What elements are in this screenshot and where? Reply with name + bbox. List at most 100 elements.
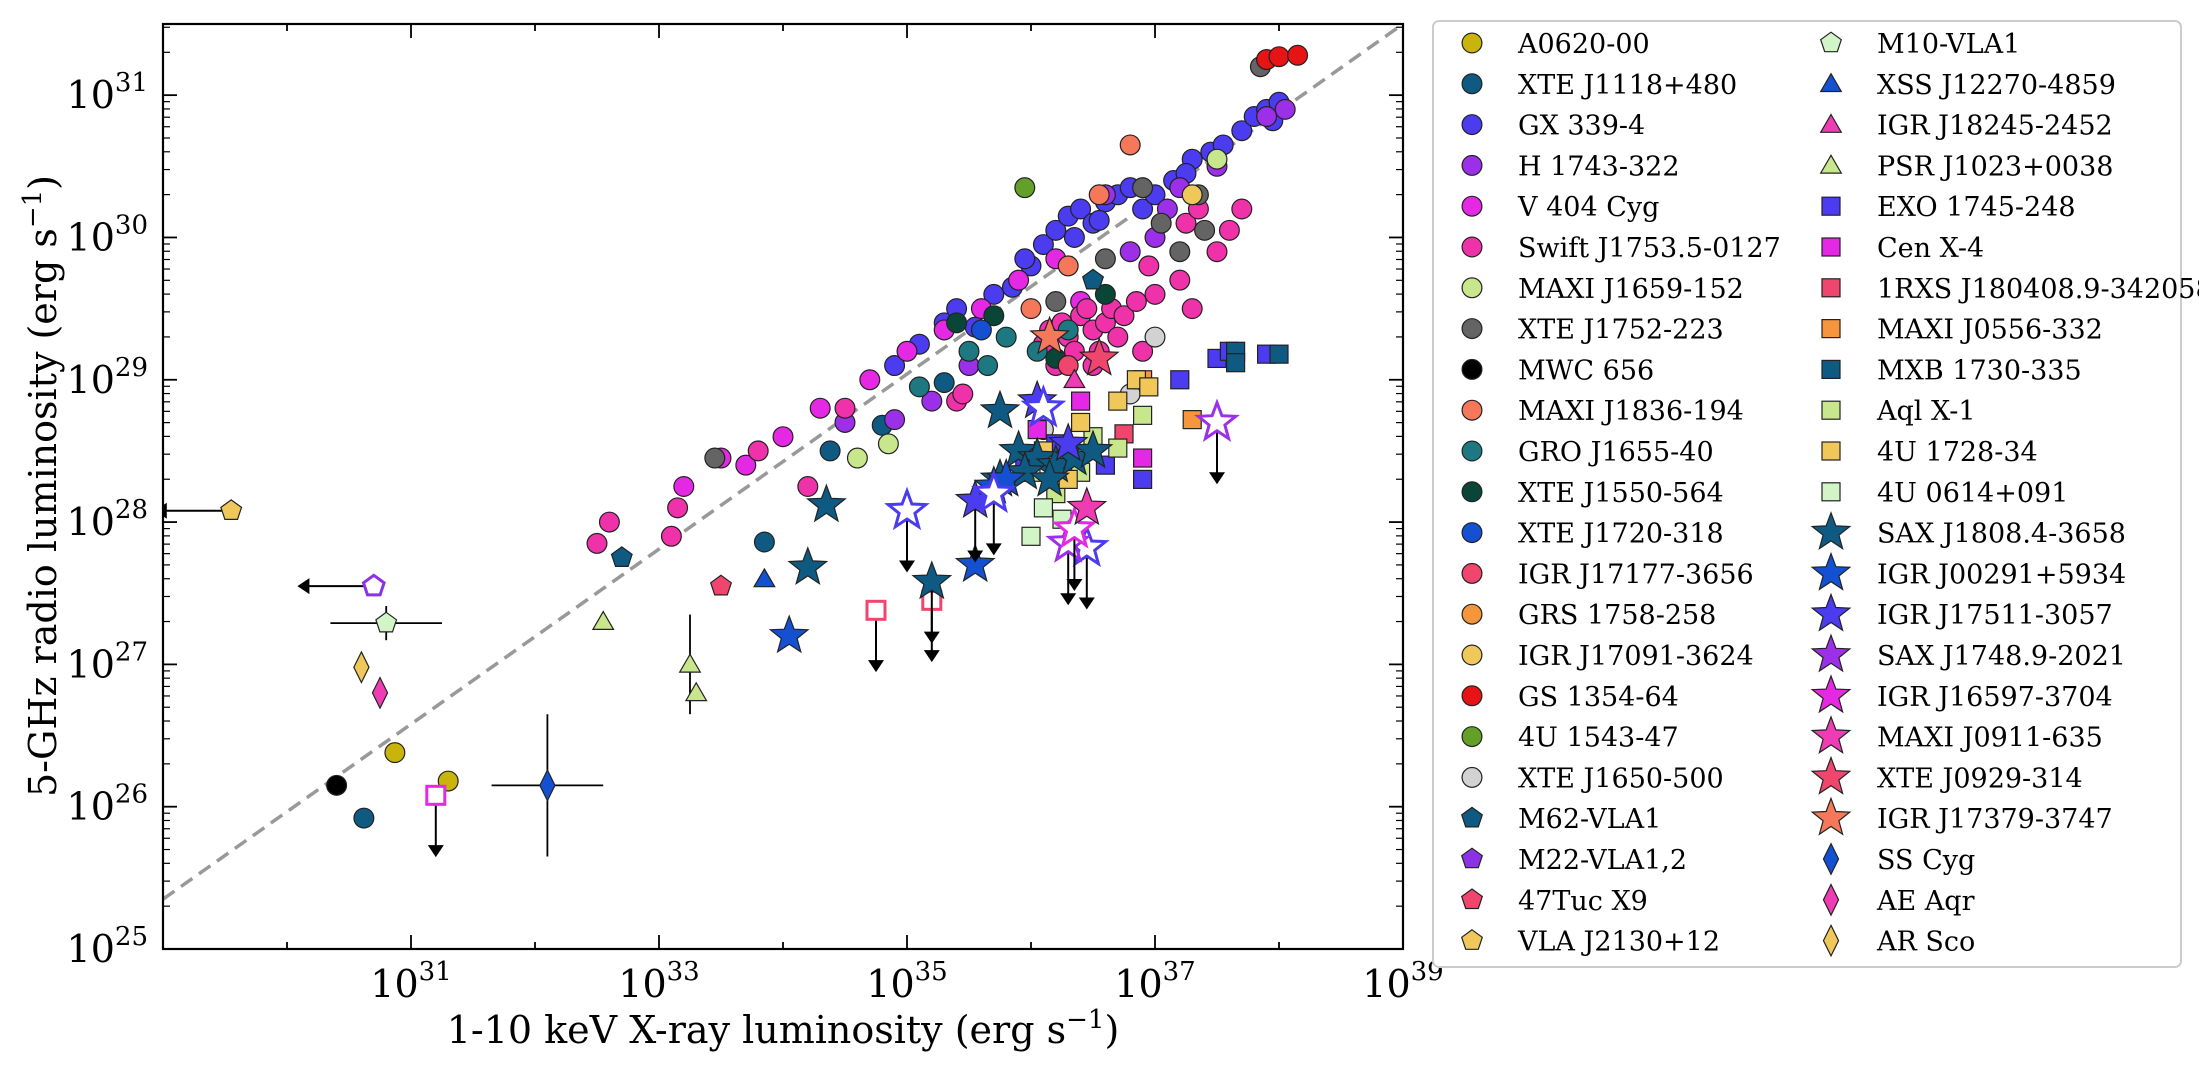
legend-marker xyxy=(1821,441,1841,461)
point-marker xyxy=(834,397,856,419)
legend-marker xyxy=(1461,195,1483,217)
legend-marker xyxy=(1461,481,1483,503)
data-point xyxy=(1020,298,1042,320)
legend-label: Cen X-4 xyxy=(1877,233,1984,264)
data-point xyxy=(1032,234,1054,256)
limit-arrowhead xyxy=(1060,593,1077,606)
point-marker xyxy=(1057,255,1079,277)
legend: A0620-00 XTE J1118+480 GX 339-4 H 1743-322 V… xyxy=(1460,29,2199,958)
legend-marker xyxy=(1810,674,1852,714)
reference-line-segment xyxy=(163,24,1403,901)
legend-marker xyxy=(1461,440,1483,462)
point-marker xyxy=(768,614,810,654)
point-marker xyxy=(1057,355,1079,377)
legend-entry: H 1743-322 xyxy=(1461,151,1680,182)
legend-entry: MAXI J1836-194 xyxy=(1461,396,1744,427)
legend-entry: MAXI J1659-152 xyxy=(1461,274,1744,305)
x-tick-label: 1033 xyxy=(618,957,699,1006)
legend-marker xyxy=(1821,237,1841,257)
limit-arrowhead xyxy=(899,560,915,573)
data-point xyxy=(797,476,819,498)
data-point xyxy=(1094,283,1116,305)
point-marker xyxy=(1269,344,1289,364)
data-point xyxy=(908,376,930,398)
data-point xyxy=(660,525,682,547)
legend-marker xyxy=(1461,522,1483,544)
point-marker xyxy=(1076,298,1098,320)
data-point xyxy=(1182,410,1202,430)
y-tick-label: 1026 xyxy=(67,780,148,829)
point-marker xyxy=(995,326,1017,348)
legend-marker xyxy=(1819,113,1843,133)
legend-label: XTE J0929-314 xyxy=(1877,763,2083,794)
point-marker xyxy=(1014,248,1036,270)
legend-label: H 1743-322 xyxy=(1518,151,1680,182)
data-point xyxy=(1231,120,1253,142)
point-marker xyxy=(884,486,930,531)
point-marker xyxy=(1287,44,1309,66)
point-marker xyxy=(1045,291,1067,313)
data-point xyxy=(983,283,1005,305)
legend-entry: 1RXS J180408.9-342058 xyxy=(1821,274,2199,305)
data-point xyxy=(425,784,447,858)
point-marker xyxy=(1008,269,1030,291)
point-marker xyxy=(684,681,708,702)
point-marker xyxy=(952,383,974,405)
data-point xyxy=(297,573,386,597)
legend-label: MAXI J0911-635 xyxy=(1877,723,2103,754)
data-point xyxy=(330,606,442,641)
legend-entry: Swift J1753.5-0127 xyxy=(1461,233,1781,264)
legend-entry: IGR J17177-3656 xyxy=(1461,559,1754,590)
data-point xyxy=(1070,412,1091,433)
legend-label: IGR J18245-2452 xyxy=(1877,111,2113,142)
legend-label: VLA J2130+12 xyxy=(1517,927,1720,958)
point-marker xyxy=(591,610,615,631)
data-point xyxy=(1206,148,1228,170)
legend-marker xyxy=(1461,114,1483,136)
point-marker xyxy=(539,768,556,803)
legend-entry: 4U 1543-47 xyxy=(1461,723,1679,754)
point-marker xyxy=(1047,422,1089,462)
data-point xyxy=(1119,241,1141,263)
legend-label: IGR J00291+5934 xyxy=(1877,559,2126,590)
point-marker xyxy=(1004,450,1046,490)
point-marker xyxy=(1021,526,1041,546)
legend-marker xyxy=(1460,806,1484,828)
point-marker xyxy=(1231,120,1253,142)
point-marker xyxy=(586,532,608,554)
data-point xyxy=(1139,377,1159,397)
data-point xyxy=(1194,219,1216,241)
legend-label: M62-VLA1 xyxy=(1518,804,1661,835)
y-tick-label: 1030 xyxy=(67,210,148,259)
point-marker xyxy=(1132,177,1154,199)
legend-label: GRO J1655-40 xyxy=(1518,437,1714,468)
data-point xyxy=(970,469,1017,556)
legend-label: AR Sco xyxy=(1876,927,1975,958)
data-point xyxy=(1088,184,1110,206)
data-point xyxy=(1132,469,1153,489)
limit-arrowhead xyxy=(868,660,884,673)
data-point xyxy=(704,447,726,469)
point-marker xyxy=(1108,391,1128,411)
legend-marker xyxy=(1461,32,1483,54)
data-point xyxy=(805,483,847,523)
legend-marker xyxy=(1821,278,1841,298)
point-marker xyxy=(865,599,887,621)
point-marker xyxy=(1206,241,1228,263)
data-point xyxy=(709,574,733,596)
point-marker xyxy=(954,543,996,583)
point-marker xyxy=(673,476,695,498)
legend-entry: SS Cyg xyxy=(1822,842,1975,876)
legend-label: Aql X-1 xyxy=(1876,396,1976,427)
legend-entry: XTE J1650-500 xyxy=(1461,763,1724,794)
point-marker xyxy=(667,497,689,519)
point-marker xyxy=(1175,212,1197,234)
legend-entry: MAXI J0911-635 xyxy=(1810,715,2103,754)
legend-label: MAXI J1659-152 xyxy=(1518,274,1744,305)
legend-entry: MXB 1730-335 xyxy=(1821,355,2082,386)
point-marker xyxy=(911,560,953,600)
point-marker xyxy=(859,369,881,391)
data-point xyxy=(1287,44,1309,66)
legend-marker xyxy=(1460,847,1484,869)
data-point xyxy=(610,546,633,568)
